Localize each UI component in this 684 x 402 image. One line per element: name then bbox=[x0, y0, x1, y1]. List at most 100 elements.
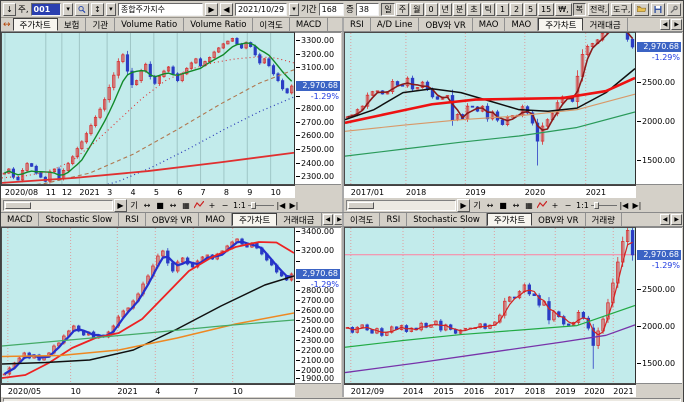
timeframe-button-5[interactable]: 5 bbox=[524, 2, 537, 16]
chart-canvas-bottom-right[interactable] bbox=[344, 227, 636, 384]
tab-scroll-left-icon[interactable]: ◀ bbox=[659, 214, 671, 225]
zoom-slider[interactable] bbox=[590, 201, 617, 210]
timeframe-button-년[interactable]: 년 bbox=[438, 2, 452, 16]
chart-tool-icon-0[interactable]: 기 bbox=[473, 200, 481, 210]
timeframe-button-₩,[interactable]: ₩, bbox=[555, 2, 572, 16]
tab-bottom_left-5[interactable]: 주가차트 bbox=[231, 213, 278, 226]
save-icon[interactable] bbox=[651, 2, 666, 16]
resize-handle-icon[interactable]: ↔ bbox=[3, 19, 11, 30]
tab-scroll-left-icon[interactable]: ◀ bbox=[322, 214, 334, 225]
timeframe-button-복[interactable]: 복 bbox=[572, 2, 587, 16]
tab-top_right-0[interactable]: RSI bbox=[344, 18, 371, 31]
chart-tool-icon-3[interactable]: ↔ bbox=[169, 200, 177, 210]
timeframe-button-틱[interactable]: 틱 bbox=[481, 2, 495, 16]
tools-menu-button[interactable]: 도구, bbox=[611, 2, 633, 16]
sort-button[interactable]: ↕ bbox=[90, 2, 104, 16]
nav-back-button[interactable]: ◀ bbox=[219, 2, 233, 16]
chart-tool-icon-4[interactable]: ▦ bbox=[182, 200, 190, 210]
timeframe-button-15[interactable]: 15 bbox=[538, 2, 555, 16]
timeframe-button-1[interactable]: 1 bbox=[496, 2, 509, 16]
tab-top_right-2[interactable]: OBV와 VR bbox=[419, 18, 473, 31]
bottom-scrollbar[interactable] bbox=[3, 398, 681, 402]
zoom-slider[interactable] bbox=[247, 201, 274, 210]
zoom-in-icon[interactable]: + bbox=[208, 200, 216, 210]
tab-scroll-right-icon[interactable]: ▶ bbox=[334, 214, 342, 225]
tab-bottom_left-6[interactable]: 거래대금 bbox=[277, 213, 322, 226]
chart-canvas-bottom-left[interactable] bbox=[1, 227, 295, 384]
nav-first-icon[interactable]: |◀ bbox=[619, 200, 629, 210]
zoom-in-icon[interactable]: + bbox=[551, 200, 559, 210]
chart-canvas-top-right[interactable] bbox=[344, 32, 636, 185]
search-icon[interactable] bbox=[75, 2, 89, 16]
trendline-icon[interactable] bbox=[536, 199, 548, 211]
chart-tool-icon-1[interactable]: ↔ bbox=[486, 200, 494, 210]
nav-last-icon[interactable]: ▶| bbox=[632, 200, 642, 210]
tab-scroll-left-icon[interactable]: ◀ bbox=[659, 19, 671, 30]
chart-tool-icon-2[interactable]: ■ bbox=[499, 200, 507, 210]
strategy-menu-button[interactable]: 전략, bbox=[588, 2, 610, 16]
tab-scroll-right-icon[interactable]: ▶ bbox=[671, 214, 682, 225]
date-field[interactable]: 2021/10/29 bbox=[234, 2, 288, 16]
tab-top_right-1[interactable]: A/D Line bbox=[370, 18, 420, 31]
scrollbar-thumb[interactable] bbox=[5, 201, 31, 209]
code-dropdown-icon[interactable]: ▾ bbox=[63, 2, 74, 16]
tab-bottom_right-0[interactable]: 이격도 bbox=[344, 213, 381, 226]
tab-top_right-4[interactable]: MAO bbox=[505, 18, 539, 31]
zoom-out-icon[interactable]: − bbox=[564, 200, 572, 210]
count-input[interactable]: 38 bbox=[355, 2, 380, 16]
timeframe-button-초[interactable]: 초 bbox=[467, 2, 481, 16]
tab-bottom_left-2[interactable]: RSI bbox=[119, 213, 146, 226]
timeframe-button-월[interactable]: 월 bbox=[410, 2, 424, 16]
timeframe-button-분[interactable]: 분 bbox=[452, 2, 467, 16]
scroll-next-button[interactable]: ▶ bbox=[114, 198, 127, 212]
trendline-icon[interactable] bbox=[193, 199, 205, 211]
nav-forward-button[interactable]: ▶ bbox=[204, 2, 218, 16]
timeframe-button-0[interactable]: 0 bbox=[424, 2, 438, 16]
collapse-button[interactable]: ↓ bbox=[3, 2, 16, 16]
chart-h-scrollbar[interactable] bbox=[3, 199, 113, 211]
tab-top_left-6[interactable]: MACD bbox=[289, 18, 329, 31]
chart-tool-icon-3[interactable]: ↔ bbox=[512, 200, 520, 210]
tab-top_right-5[interactable]: 주가차트 bbox=[538, 18, 584, 31]
open-folder-icon[interactable] bbox=[634, 2, 650, 16]
timeframe-button-일[interactable]: 일 bbox=[381, 2, 395, 16]
tab-bottom_left-3[interactable]: OBV와 VR bbox=[145, 213, 200, 226]
tab-top_left-2[interactable]: 기관 bbox=[86, 18, 116, 31]
one-to-one-button[interactable]: 1:1 bbox=[233, 200, 246, 210]
tab-top_left-1[interactable]: 보험 bbox=[57, 18, 87, 31]
chart-canvas-top-left[interactable] bbox=[1, 32, 295, 185]
tab-bottom_right-5[interactable]: 거래량 bbox=[585, 213, 622, 226]
tab-top_right-3[interactable]: MAO bbox=[472, 18, 506, 31]
one-to-one-button[interactable]: 1:1 bbox=[576, 200, 589, 210]
tab-top_left-0[interactable]: 주가차트 bbox=[12, 18, 58, 31]
tab-bottom_left-1[interactable]: Stochastic Slow bbox=[39, 213, 120, 226]
tab-bottom_right-4[interactable]: OBV와 VR bbox=[532, 213, 586, 226]
tab-bottom_left-0[interactable]: MACD bbox=[1, 213, 40, 226]
stock-code-input[interactable]: 001 bbox=[30, 2, 62, 16]
scrollbar-thumb[interactable] bbox=[348, 201, 374, 209]
nav-last-icon[interactable]: ▶| bbox=[289, 200, 299, 210]
wrench-icon[interactable] bbox=[667, 2, 681, 16]
chart-tool-icon-2[interactable]: ■ bbox=[156, 200, 164, 210]
zoom-out-icon[interactable]: − bbox=[221, 200, 229, 210]
nav-first-icon[interactable]: |◀ bbox=[276, 200, 286, 210]
tab-bottom_right-2[interactable]: Stochastic Slow bbox=[407, 213, 487, 226]
stock-name-field[interactable]: 종합주가지수 bbox=[117, 2, 203, 16]
period-input[interactable]: 168 bbox=[318, 2, 344, 16]
timeframe-button-2[interactable]: 2 bbox=[510, 2, 523, 16]
chart-tool-icon-0[interactable]: 기 bbox=[130, 200, 138, 210]
chart-tool-icon-1[interactable]: ↔ bbox=[143, 200, 151, 210]
timeframe-button-주[interactable]: 주 bbox=[395, 2, 410, 16]
tab-scroll-right-icon[interactable]: ▶ bbox=[671, 19, 682, 30]
tab-bottom_right-1[interactable]: RSI bbox=[380, 213, 408, 226]
tab-top_left-5[interactable]: 이격도 bbox=[253, 18, 290, 31]
scroll-next-button[interactable]: ▶ bbox=[457, 198, 470, 212]
tab-top_right-6[interactable]: 거래대금 bbox=[583, 18, 628, 31]
chart-h-scrollbar[interactable] bbox=[346, 199, 456, 211]
tab-bottom_left-4[interactable]: MAO bbox=[199, 213, 232, 226]
date-dropdown-icon[interactable]: ▾ bbox=[289, 2, 299, 16]
tab-top_left-4[interactable]: Volume Ratio bbox=[184, 18, 254, 31]
chart-tool-icon-4[interactable]: ▦ bbox=[525, 200, 533, 210]
sort-dropdown-icon[interactable]: ▾ bbox=[105, 2, 116, 16]
tab-top_left-3[interactable]: Volume Ratio bbox=[115, 18, 185, 31]
